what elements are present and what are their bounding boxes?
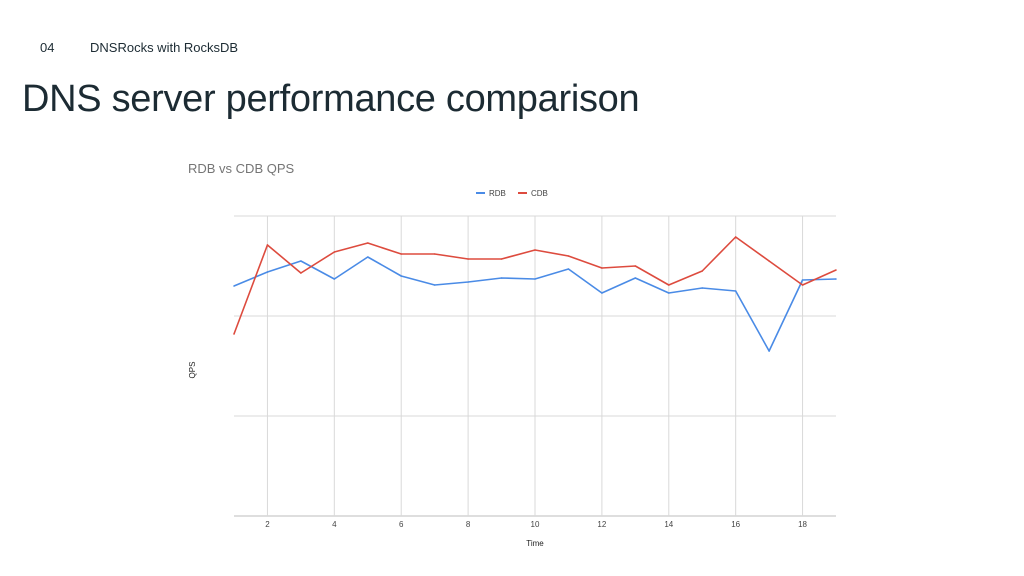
data-point-cdb	[634, 265, 637, 267]
data-point-rdb	[266, 271, 269, 273]
legend-label-cdb: CDB	[531, 189, 548, 198]
data-point-rdb	[333, 278, 336, 280]
data-point-cdb	[734, 236, 737, 238]
x-axis-ticks: 2 4 6 8 10 12 14 16 18	[265, 520, 807, 529]
data-point-rdb	[400, 275, 403, 277]
x-tick-label: 8	[466, 520, 471, 529]
data-point-rdb	[366, 256, 369, 258]
data-point-rdb	[835, 278, 837, 280]
data-point-cdb	[433, 253, 436, 255]
x-tick-label: 2	[265, 520, 270, 529]
x-tick-label: 14	[664, 520, 673, 529]
legend-label-rdb: RDB	[489, 189, 506, 198]
section-number: 04	[40, 40, 55, 55]
data-point-cdb	[567, 255, 570, 257]
slide-title: DNS server performance comparison	[22, 78, 640, 120]
chart-title: RDB vs CDB QPS	[188, 161, 295, 176]
data-point-rdb	[667, 292, 670, 294]
data-point-rdb	[567, 268, 570, 270]
x-tick-label: 4	[332, 520, 337, 529]
data-point-cdb	[601, 267, 603, 269]
data-point-rdb	[300, 260, 302, 262]
data-point-rdb	[634, 277, 637, 279]
data-point-cdb	[467, 258, 469, 260]
data-point-rdb	[534, 278, 536, 280]
data-point-cdb	[667, 284, 670, 286]
x-tick-label: 18	[798, 520, 807, 529]
data-point-rdb	[500, 277, 503, 279]
data-point-cdb	[300, 272, 302, 274]
data-point-cdb	[366, 242, 369, 244]
data-point-cdb	[333, 251, 336, 253]
data-point-cdb	[400, 253, 403, 255]
x-tick-label: 10	[531, 520, 540, 529]
data-point-cdb	[801, 284, 804, 286]
x-tick-label: 12	[597, 520, 606, 529]
x-tick-label: 16	[731, 520, 740, 529]
data-point-rdb	[601, 292, 603, 294]
data-point-rdb	[768, 350, 770, 352]
x-axis-label: Time	[526, 539, 544, 548]
data-point-rdb	[801, 279, 804, 281]
data-point-cdb	[500, 258, 503, 260]
data-point-rdb	[233, 285, 235, 287]
x-tick-label: 6	[399, 520, 404, 529]
data-point-cdb	[534, 249, 536, 251]
data-point-cdb	[266, 244, 269, 246]
chart-series	[233, 236, 837, 352]
data-point-cdb	[768, 260, 770, 262]
section-title: DNSRocks with RocksDB	[90, 40, 239, 55]
data-point-rdb	[734, 290, 737, 292]
chart-legend: RDB CDB	[476, 189, 548, 198]
data-point-rdb	[433, 284, 436, 286]
data-point-cdb	[233, 333, 235, 335]
data-point-rdb	[701, 287, 704, 289]
data-point-rdb	[467, 281, 469, 283]
gridlines	[234, 215, 836, 517]
y-axis-label: QPS	[188, 362, 197, 379]
data-point-cdb	[835, 269, 837, 271]
data-point-cdb	[701, 270, 704, 272]
